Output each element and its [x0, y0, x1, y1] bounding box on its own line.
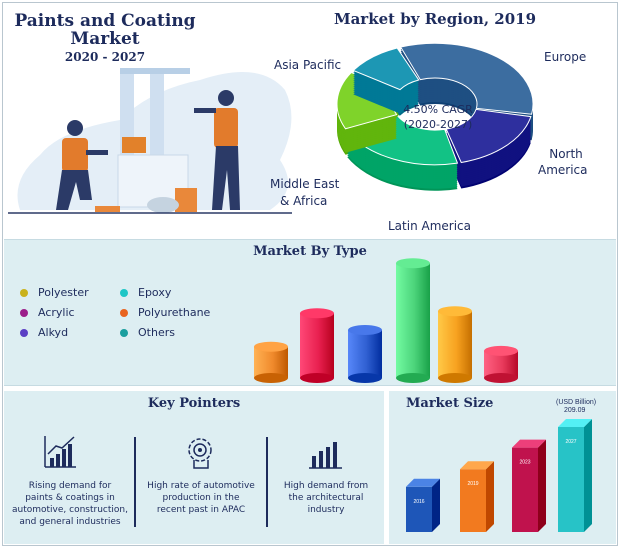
type-bar-cap-others	[484, 345, 518, 356]
size-bar-label-2023: 2023	[519, 460, 530, 466]
legend-alkyd: Alkyd	[20, 326, 140, 339]
legend-polyurethane: Polyurethane	[120, 306, 240, 319]
region-donut-chart	[336, 42, 534, 191]
label-mea-1: Middle East	[270, 177, 340, 191]
growth-chart-icon	[44, 436, 76, 468]
key-pointer-3-line-3: industry	[307, 505, 345, 515]
type-bar-cap-polyurethane	[438, 306, 472, 317]
type-bar-cap-epoxy	[396, 258, 430, 269]
legend-label-acrylic: Acrylic	[38, 306, 75, 319]
key-pointer-1-line-2: paints & coatings in	[25, 493, 115, 503]
market-size-chart: 2016 2019 2023 2027	[406, 418, 592, 532]
key-pointer-1-line-3: automotive, construction,	[12, 505, 128, 515]
market-size-top-value: 209.09	[564, 407, 586, 414]
key-pointer-3-line-1: High demand from	[283, 481, 369, 491]
key-pointer-3: High demand from the architectural indus…	[274, 480, 378, 516]
label-north-america: North	[546, 147, 586, 162]
legend-dot-alkyd	[20, 328, 28, 337]
legend-dot-polyester	[20, 288, 28, 297]
page-title: Paints and Coating Market	[10, 12, 200, 48]
size-bar-label-2016: 2016	[413, 499, 424, 505]
cagr-label: 4.50% CAGR (2020-2027)	[388, 102, 488, 132]
type-chart-title: Market By Type	[253, 244, 367, 259]
size-bar-2019	[460, 469, 486, 532]
size-bar-2027	[558, 426, 584, 532]
key-pointer-3-line-2: the architectural	[288, 493, 364, 503]
label-asia-pacific: Asia Pacific	[274, 58, 342, 72]
cagr-period: (2020-2027)	[403, 118, 473, 131]
type-bar-chart	[254, 258, 518, 383]
title-years: 2020 - 2027	[64, 50, 146, 64]
legend-dot-epoxy	[120, 288, 128, 297]
type-bar-cap-acrylic	[300, 308, 334, 319]
type-bar-cap-polyester	[254, 341, 288, 352]
legend-label-polyurethane: Polyurethane	[138, 306, 211, 319]
legend-label-others: Others	[138, 326, 175, 339]
type-bar-alkyd	[348, 330, 382, 378]
title-line-1: Paints and Coating	[14, 11, 196, 31]
legend-dot-acrylic	[20, 308, 28, 317]
type-bar-cap-alkyd	[348, 325, 382, 335]
type-bar-polyurethane	[438, 311, 472, 378]
label-north-america-1: North	[549, 147, 583, 161]
size-bar-2023	[512, 447, 538, 532]
type-bar-polyester	[254, 346, 288, 378]
key-divider-1	[134, 437, 136, 527]
key-divider-2	[266, 437, 268, 527]
title-line-2: Market	[70, 29, 140, 49]
key-pointers-title: Key Pointers	[147, 396, 241, 411]
type-bar-acrylic	[300, 313, 334, 378]
size-bar-2016	[406, 486, 432, 532]
gear-brain-icon	[188, 438, 212, 469]
key-pointer-2-line-1: High rate of automotive	[147, 481, 255, 491]
legend-dot-others	[120, 328, 128, 337]
market-size-unit: (USD Billion)	[556, 399, 597, 406]
legend-label-polyester: Polyester	[38, 286, 89, 299]
label-north-america-2: America	[538, 163, 588, 177]
size-bar-label-2019: 2019	[467, 481, 478, 487]
legend-acrylic: Acrylic	[20, 306, 140, 319]
donut-slice-europe	[445, 108, 532, 164]
type-bar-epoxy	[396, 263, 430, 378]
legend-polyester: Polyester	[20, 286, 140, 299]
market-size-title: Market Size	[406, 396, 494, 411]
label-latin-america: Latin America	[388, 219, 471, 233]
key-pointer-1-line-4: and general industries	[19, 517, 121, 527]
bar-chart-icon	[309, 442, 342, 469]
legend-dot-polyurethane	[120, 308, 128, 317]
legend-epoxy: Epoxy	[120, 286, 240, 299]
donut-slice-middle-east-africa	[352, 47, 420, 91]
donut-slice-asia-pacific	[399, 42, 534, 115]
cagr-value: 4.50% CAGR	[403, 103, 473, 116]
key-pointer-1: Rising demand for paints & coatings in a…	[12, 480, 128, 528]
key-pointer-2-line-2: production in the	[162, 493, 240, 503]
label-europe: Europe	[544, 50, 587, 64]
legend-others: Others	[120, 326, 240, 339]
key-pointer-1-line-1: Rising demand for	[28, 481, 112, 491]
legend-label-alkyd: Alkyd	[38, 326, 69, 339]
label-mea-2: & Africa	[280, 194, 328, 208]
legend-label-epoxy: Epoxy	[138, 286, 172, 299]
painters-illustration	[8, 68, 292, 214]
key-pointer-2: High rate of automotive production in th…	[142, 480, 260, 516]
size-bar-label-2027: 2027	[565, 439, 576, 445]
region-chart-title: Market by Region, 2019	[333, 10, 537, 28]
key-pointer-2-line-3: recent past in APAC	[156, 505, 246, 515]
